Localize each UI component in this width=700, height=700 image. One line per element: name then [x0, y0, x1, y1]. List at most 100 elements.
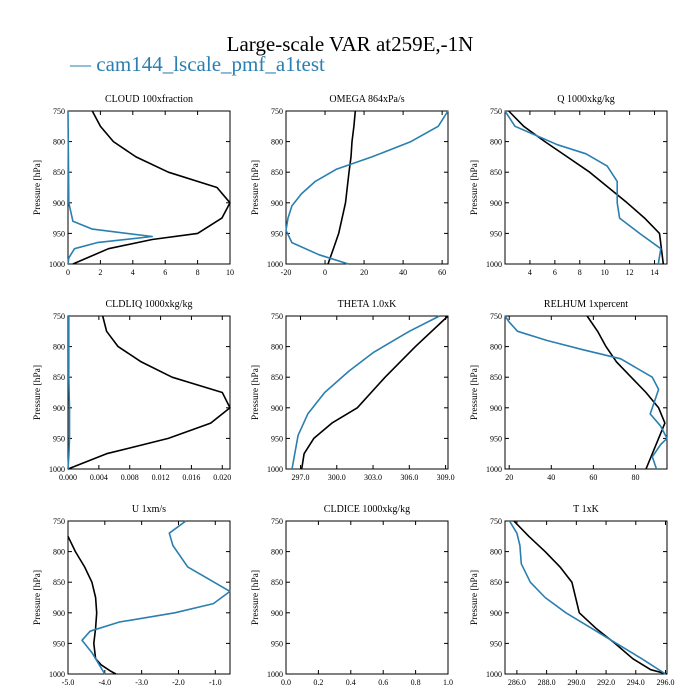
x-tick-label: 80 — [631, 473, 639, 482]
y-tick-label: 1000 — [267, 465, 283, 474]
y-tick-label: 950 — [271, 434, 283, 443]
series-line-model — [72, 110, 231, 265]
y-tick-label: 800 — [53, 343, 65, 352]
x-tick-label: 6 — [553, 268, 557, 277]
series-line-model — [327, 110, 357, 265]
plot-frame — [67, 520, 231, 675]
y-tick-label: 950 — [53, 434, 65, 443]
y-tick-label: 750 — [53, 107, 65, 116]
y-tick-label: 750 — [53, 517, 65, 526]
y-tick-label: 1000 — [49, 260, 65, 269]
panel-title: CLDLIQ 1000xkg/kg — [106, 299, 193, 310]
plot-frame — [504, 315, 668, 470]
y-tick-label: 950 — [490, 434, 502, 443]
series-line-test — [504, 315, 668, 470]
x-tick-label: 12 — [626, 268, 634, 277]
y-tick-label: 1000 — [486, 260, 502, 269]
y-tick-label: 850 — [53, 578, 65, 587]
y-tick-label: 1000 — [267, 670, 283, 679]
y-tick-label: 900 — [271, 199, 283, 208]
plot-frame — [504, 110, 668, 265]
y-tick-label: 950 — [490, 229, 502, 238]
y-tick-label: 800 — [490, 138, 502, 147]
series-line-test — [81, 520, 231, 675]
y-tick-label: 950 — [53, 639, 65, 648]
series-line-test — [504, 110, 662, 265]
y-tick-label: 800 — [271, 548, 283, 557]
x-tick-label: 4 — [528, 268, 532, 277]
x-tick-label: 288.0 — [538, 678, 556, 687]
figure-title: Large-scale VAR at259E,-1N — [226, 32, 474, 56]
y-tick-label: 800 — [490, 343, 502, 352]
y-tick-label: 750 — [490, 107, 502, 116]
y-tick-label: 850 — [53, 373, 65, 382]
x-tick-label: 0.020 — [213, 473, 231, 482]
x-tick-label: 0.000 — [59, 473, 77, 482]
y-tick-label: 1000 — [486, 670, 502, 679]
y-tick-label: 900 — [490, 199, 502, 208]
y-tick-label: 800 — [53, 138, 65, 147]
y-tick-label: 950 — [271, 639, 283, 648]
y-tick-label: 1000 — [49, 465, 65, 474]
y-tick-label: 750 — [271, 312, 283, 321]
y-tick-label: 900 — [490, 404, 502, 413]
x-tick-label: 0.4 — [346, 678, 356, 687]
y-axis-label: Pressure [hPa] — [33, 365, 43, 420]
panel-title: Q 1000xkg/kg — [557, 94, 615, 105]
y-tick-label: 800 — [53, 548, 65, 557]
legend-entry: — cam144_lscale_pmf_a1test — [70, 53, 325, 75]
x-tick-label: 40 — [399, 268, 407, 277]
y-axis-label: Pressure [hPa] — [33, 570, 43, 625]
panel-title: OMEGA 864xPa/s — [329, 94, 404, 105]
x-tick-label: 1.0 — [443, 678, 453, 687]
y-axis-label: Pressure [hPa] — [470, 160, 480, 215]
series-line-test — [67, 110, 153, 265]
y-tick-label: 850 — [271, 168, 283, 177]
y-tick-label: 850 — [490, 373, 502, 382]
x-tick-label: 10 — [601, 268, 609, 277]
x-tick-label: 0 — [66, 268, 70, 277]
y-axis-label: Pressure [hPa] — [33, 160, 43, 215]
x-tick-label: 0.2 — [313, 678, 323, 687]
panel-title: T 1xK — [573, 504, 599, 515]
x-tick-label: 309.0 — [437, 473, 455, 482]
y-tick-label: 950 — [490, 639, 502, 648]
series-line-model — [513, 520, 668, 675]
x-tick-label: 290.0 — [567, 678, 585, 687]
y-axis-label: Pressure [hPa] — [470, 365, 480, 420]
y-tick-label: 850 — [490, 168, 502, 177]
x-tick-label: 20 — [360, 268, 368, 277]
series-line-test — [285, 110, 449, 265]
y-tick-label: 850 — [53, 168, 65, 177]
x-tick-label: 0.004 — [90, 473, 108, 482]
y-tick-label: 850 — [271, 578, 283, 587]
series-line-test — [67, 316, 71, 470]
x-tick-label: 297.0 — [292, 473, 310, 482]
x-tick-label: -3.0 — [135, 678, 148, 687]
x-tick-label: 6 — [163, 268, 167, 277]
x-tick-label: 10 — [226, 268, 234, 277]
legend-swatch: — — [70, 52, 91, 76]
x-tick-label: 60 — [438, 268, 446, 277]
y-axis-label: Pressure [hPa] — [251, 570, 261, 625]
x-tick-label: 300.0 — [328, 473, 346, 482]
plot-frame — [67, 315, 231, 470]
panel-title: U 1xm/s — [132, 504, 166, 515]
y-tick-label: 750 — [53, 312, 65, 321]
y-tick-label: 900 — [271, 404, 283, 413]
y-tick-label: 900 — [53, 199, 65, 208]
x-tick-label: 2 — [98, 268, 102, 277]
x-tick-label: 0.0 — [281, 678, 291, 687]
series-line-model — [67, 535, 117, 675]
x-tick-label: 60 — [589, 473, 597, 482]
series-line-model — [67, 315, 231, 470]
x-tick-label: -20 — [281, 268, 292, 277]
x-tick-label: -4.0 — [98, 678, 111, 687]
x-tick-label: 0.016 — [182, 473, 200, 482]
plot-frame — [285, 110, 449, 265]
x-tick-label: 0.8 — [411, 678, 421, 687]
y-tick-label: 800 — [271, 343, 283, 352]
y-tick-label: 850 — [490, 578, 502, 587]
y-tick-label: 950 — [53, 229, 65, 238]
